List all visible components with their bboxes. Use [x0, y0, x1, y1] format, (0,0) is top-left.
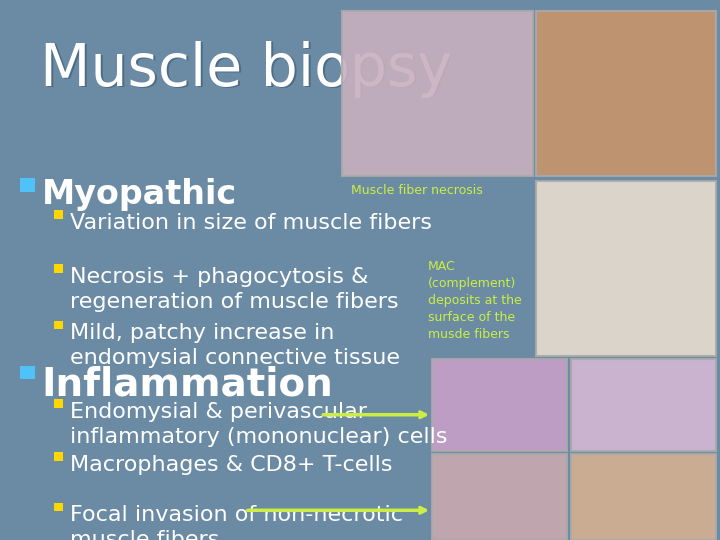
Bar [432, 359, 567, 451]
Text: Macrophages & CD8+ T-cells: Macrophages & CD8+ T-cells [70, 455, 392, 475]
Bar [54, 264, 63, 273]
Bar [54, 210, 63, 219]
Bar [54, 452, 63, 461]
Text: Muscle fiber necrosis: Muscle fiber necrosis [351, 184, 483, 197]
Bar [54, 399, 63, 408]
Bar [54, 503, 63, 511]
Bar [536, 181, 716, 356]
Bar [20, 366, 35, 379]
Bar [54, 321, 63, 329]
Text: Variation in size of muscle fibers: Variation in size of muscle fibers [70, 213, 432, 233]
Bar [432, 454, 567, 540]
Bar [342, 11, 533, 176]
Text: Necrosis + phagocytosis &
regeneration of muscle fibers: Necrosis + phagocytosis & regeneration o… [70, 267, 398, 312]
Bar [536, 11, 716, 176]
Text: Myopathic: Myopathic [42, 178, 237, 211]
Text: Inflammation: Inflammation [42, 365, 333, 403]
Text: Mild, patchy increase in
endomysial connective tissue: Mild, patchy increase in endomysial conn… [70, 323, 400, 368]
Text: MAC
(complement)
deposits at the
surface of the
musde fibers: MAC (complement) deposits at the surface… [428, 260, 521, 341]
Bar [571, 359, 716, 451]
Bar [20, 178, 35, 192]
Text: Muscle biopsy: Muscle biopsy [42, 42, 454, 99]
Text: Endomysial & perivascular
inflammatory (mononuclear) cells: Endomysial & perivascular inflammatory (… [70, 402, 447, 447]
Bar [571, 454, 716, 540]
Text: Muscle biopsy: Muscle biopsy [40, 40, 451, 98]
Text: Focal invasion of non-necrotic
muscle fibers: Focal invasion of non-necrotic muscle fi… [70, 505, 403, 540]
